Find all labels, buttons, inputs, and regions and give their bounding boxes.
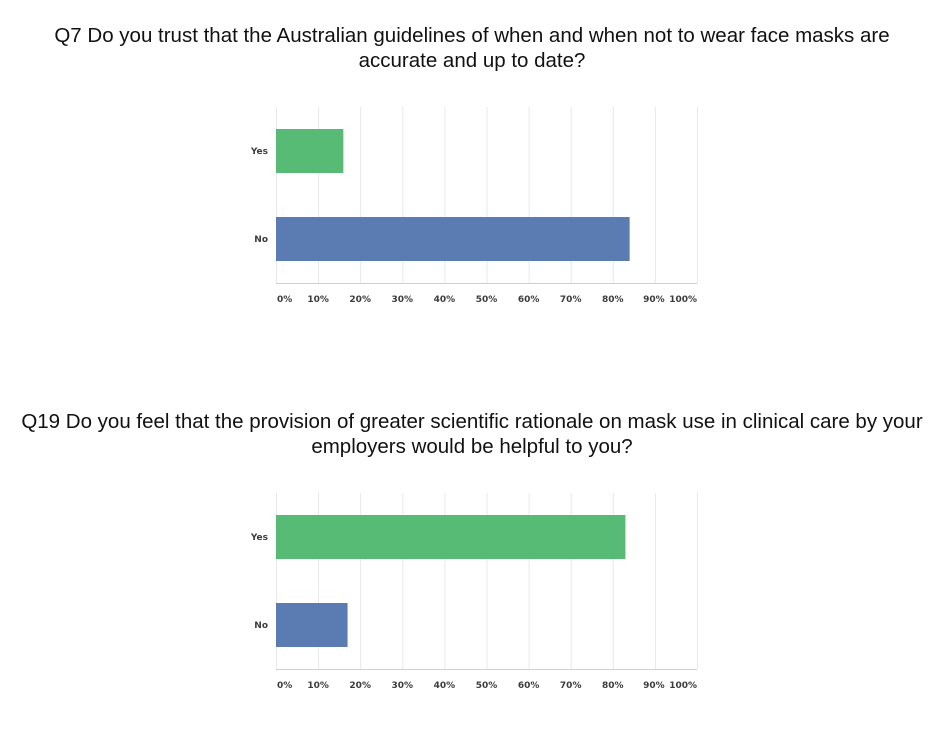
x-tick-label: 100% xyxy=(669,295,697,305)
chart-title: Q7 Do you trust that the Australian guid… xyxy=(54,24,890,72)
x-tick-label: 60% xyxy=(518,681,540,691)
x-tick-label: 70% xyxy=(560,681,582,691)
chart-plot: Yes No 0% 10% 20% 30% 40% 50% 60% 70% 80% 90% 100% xyxy=(250,493,698,691)
category-label: No xyxy=(254,621,268,631)
x-tick-label: 0% xyxy=(277,295,292,305)
category-label: No xyxy=(254,235,268,245)
x-tick-label: 10% xyxy=(307,681,329,691)
x-tick-label: 20% xyxy=(349,681,371,691)
category-label: Yes xyxy=(250,147,268,157)
x-tick-label: 30% xyxy=(392,295,414,305)
x-tick-label: 70% xyxy=(560,295,582,305)
category-label: Yes xyxy=(250,533,268,543)
chart-title: Q19 Do you feel that the provision of gr… xyxy=(21,410,923,458)
x-tick-label: 90% xyxy=(643,295,665,305)
x-tick-label: 0% xyxy=(277,681,292,691)
x-tick-label: 50% xyxy=(476,295,498,305)
x-tick-label: 40% xyxy=(434,295,456,305)
x-tick-label: 90% xyxy=(643,681,665,691)
x-tick-label: 40% xyxy=(434,681,456,691)
x-tick-label: 80% xyxy=(602,681,624,691)
x-tick-label: 20% xyxy=(349,295,371,305)
bar-no xyxy=(276,603,348,647)
x-tick-label: 80% xyxy=(602,295,624,305)
bar-yes xyxy=(276,515,626,559)
x-tick-label: 10% xyxy=(307,295,329,305)
x-tick-label: 100% xyxy=(669,681,697,691)
bar-yes xyxy=(276,129,344,173)
x-tick-label: 30% xyxy=(392,681,414,691)
x-tick-label: 60% xyxy=(518,295,540,305)
bar-no xyxy=(276,217,630,261)
x-tick-label: 50% xyxy=(476,681,498,691)
chart-plot: Yes No 0% 10% 20% 30% 40% 50% 60% 70% 80% 90% 100% xyxy=(250,107,698,305)
